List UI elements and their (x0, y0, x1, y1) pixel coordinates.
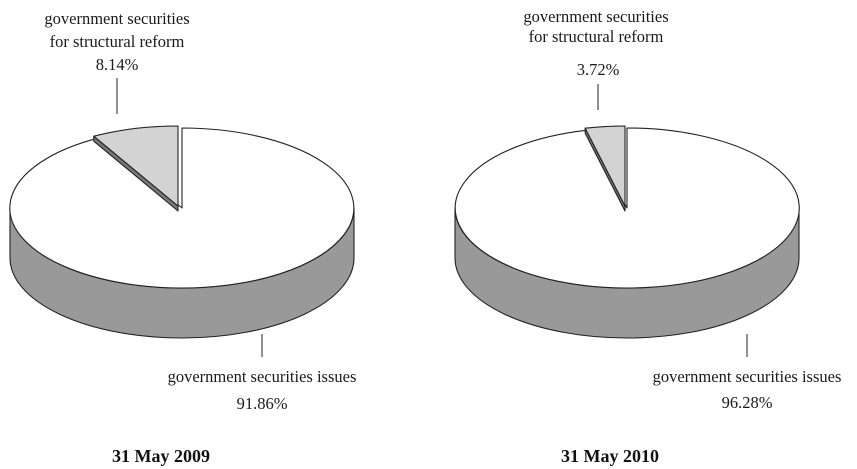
value-2010-main: 96.28% (722, 393, 773, 412)
slice-2010-reform (584, 125, 626, 207)
label-2010-reform-line1: government securities (523, 7, 668, 26)
value-2009-main: 91.86% (237, 394, 288, 413)
value-2010-reform: 3.72% (577, 60, 620, 79)
title-2009: 31 May 2009 (112, 446, 210, 466)
value-2009-reform: 8.14% (96, 55, 139, 74)
slice-2010-main (454, 127, 800, 289)
title-2010: 31 May 2010 (561, 446, 659, 466)
pie-2009: government securities for structural ref… (9, 9, 357, 466)
slice-2009-main (9, 127, 355, 289)
label-2010-main: government securities issues (653, 367, 842, 386)
pie-2010: government securities for structural ref… (454, 7, 842, 466)
label-2010-reform-line2: for structural reform (529, 27, 664, 46)
label-2009-reform-line1: government securities (44, 9, 189, 28)
label-2009-main: government securities issues (168, 367, 357, 386)
label-2009-reform-line2: for structural reform (50, 32, 185, 51)
slice-2009-reform (93, 125, 179, 207)
